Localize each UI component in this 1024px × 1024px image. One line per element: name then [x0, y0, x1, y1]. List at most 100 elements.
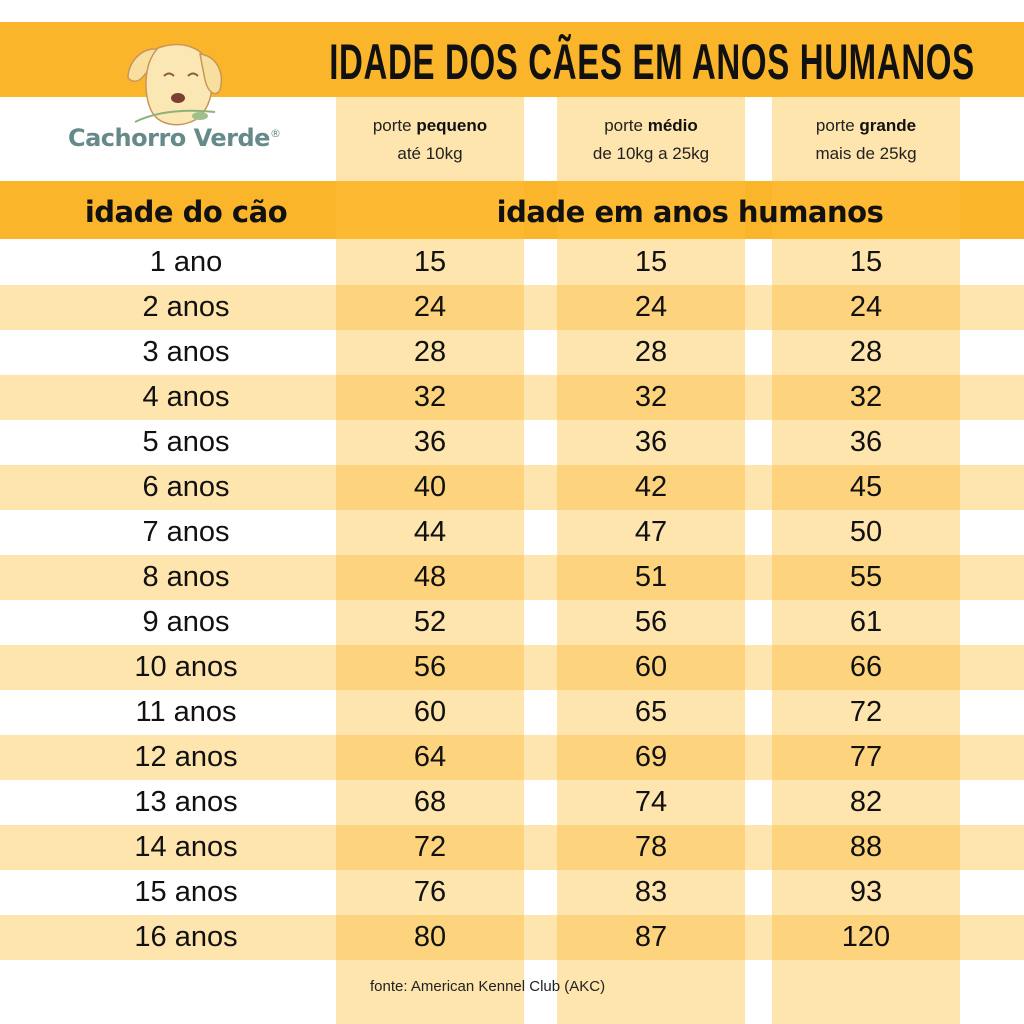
small-size-cell: 36	[413, 426, 447, 458]
row-stripe	[0, 825, 1024, 870]
dog-age-cell: 15 anos	[134, 876, 238, 908]
small-size-cell: 76	[413, 876, 447, 908]
dog-age-cell: 9 anos	[142, 606, 230, 638]
small-size-cell: 56	[413, 651, 447, 683]
dog-age-cell: 4 anos	[142, 381, 230, 413]
dog-age-cell: 16 anos	[134, 921, 238, 953]
large-size-cell: 93	[849, 876, 883, 908]
medium-size-cell: 65	[634, 696, 668, 728]
medium-size-cell: 51	[634, 561, 668, 593]
dog-age-cell: 8 anos	[142, 561, 230, 593]
dog-age-cell: 7 anos	[142, 516, 230, 548]
dog-age-cell: 6 anos	[142, 471, 230, 503]
small-size-cell: 44	[413, 516, 447, 548]
large-size-cell: 15	[849, 246, 883, 278]
row-stripe	[0, 915, 1024, 960]
large-size-cell: 24	[849, 291, 883, 323]
size-header-medium: porte médio de 10kg a 25kg	[592, 116, 710, 163]
size-header-small: porte pequeno até 10kg	[372, 116, 488, 163]
large-size-cell: 55	[849, 561, 883, 593]
table-row: 1 ano 15 15 15	[0, 240, 1024, 285]
dog-age-cell: 5 anos	[142, 426, 230, 458]
small-size-cell: 80	[413, 921, 447, 953]
table-row: 8 anos 48 51 55	[0, 555, 1024, 600]
dog-age-cell: 1 ano	[149, 246, 223, 278]
medium-size-cell: 36	[634, 426, 668, 458]
medium-size-cell: 42	[634, 471, 668, 503]
table-row: 2 anos 24 24 24	[0, 285, 1024, 330]
large-size-cell: 66	[849, 651, 883, 683]
row-stripe	[0, 285, 1024, 330]
table-row: 7 anos 44 47 50	[0, 510, 1024, 555]
dog-age-cell: 2 anos	[142, 291, 230, 323]
column-small	[336, 97, 524, 1024]
small-size-cell: 68	[413, 786, 447, 818]
row-stripe	[0, 735, 1024, 780]
row-stripe	[0, 465, 1024, 510]
large-size-cell: 28	[849, 336, 883, 368]
small-size-cell: 32	[413, 381, 447, 413]
small-size-cell: 24	[413, 291, 447, 323]
large-size-cell: 77	[849, 741, 883, 773]
size-header-large: porte grande mais de 25kg	[815, 116, 917, 163]
table-row: 9 anos 52 56 61	[0, 600, 1024, 645]
table-row: 4 anos 32 32 32	[0, 375, 1024, 420]
medium-size-cell: 83	[634, 876, 668, 908]
small-size-cell: 28	[413, 336, 447, 368]
dog-age-cell: 12 anos	[134, 741, 238, 773]
table-row: 10 anos 56 60 66	[0, 645, 1024, 690]
dog-age-cell: 14 anos	[134, 831, 238, 863]
dog-age-cell: 11 anos	[135, 696, 237, 728]
large-size-cell: 45	[849, 471, 883, 503]
medium-size-cell: 87	[634, 921, 668, 953]
medium-size-cell: 56	[634, 606, 668, 638]
column-medium	[557, 97, 745, 1024]
large-size-cell: 88	[849, 831, 883, 863]
large-size-cell: 82	[849, 786, 883, 818]
table-row: 13 anos 68 74 82	[0, 780, 1024, 825]
large-size-cell: 32	[849, 381, 883, 413]
human-age-header: idade em anos humanos	[496, 195, 884, 229]
large-size-cell: 61	[849, 606, 883, 638]
table-row: 16 anos 80 87 120	[0, 915, 1024, 960]
small-size-cell: 15	[413, 246, 447, 278]
large-size-cell: 50	[849, 516, 883, 548]
table-row: 15 anos 76 83 93	[0, 870, 1024, 915]
medium-size-cell: 60	[634, 651, 668, 683]
medium-size-cell: 32	[634, 381, 668, 413]
large-size-cell: 72	[849, 696, 883, 728]
medium-size-cell: 78	[634, 831, 668, 863]
dog-age-cell: 3 anos	[142, 336, 230, 368]
table-row: 12 anos 64 69 77	[0, 735, 1024, 780]
page-title: IDADE DOS CÃES EM ANOS HUMANOS	[329, 34, 975, 90]
medium-size-cell: 69	[634, 741, 668, 773]
dog-age-cell: 10 anos	[134, 651, 238, 683]
row-stripe	[0, 555, 1024, 600]
row-stripe	[0, 645, 1024, 690]
dog-age-header: idade do cão	[84, 195, 288, 229]
medium-size-cell: 24	[634, 291, 668, 323]
dog-age-cell: 13 anos	[134, 786, 238, 818]
small-size-cell: 40	[413, 471, 447, 503]
brand-name: Cachorro Verde®	[68, 124, 281, 152]
medium-size-cell: 28	[634, 336, 668, 368]
medium-size-cell: 47	[634, 516, 668, 548]
table-row: 11 anos 60 65 72	[0, 690, 1024, 735]
table-row: 14 anos 72 78 88	[0, 825, 1024, 870]
large-size-cell: 36	[849, 426, 883, 458]
dog-logo-icon	[127, 43, 222, 126]
small-size-cell: 60	[413, 696, 447, 728]
header-band	[0, 181, 1024, 239]
medium-size-cell: 74	[634, 786, 668, 818]
large-size-cell: 120	[841, 921, 891, 953]
small-size-cell: 52	[413, 606, 447, 638]
column-large	[772, 97, 960, 1024]
small-size-cell: 48	[413, 561, 447, 593]
row-stripe	[0, 375, 1024, 420]
table-row: 6 anos 40 42 45	[0, 465, 1024, 510]
table-row: 3 anos 28 28 28	[0, 330, 1024, 375]
medium-size-cell: 15	[634, 246, 668, 278]
small-size-cell: 64	[413, 741, 447, 773]
table-row: 5 anos 36 36 36	[0, 420, 1024, 465]
source-note: fonte: American Kennel Club (AKC)	[370, 978, 606, 995]
